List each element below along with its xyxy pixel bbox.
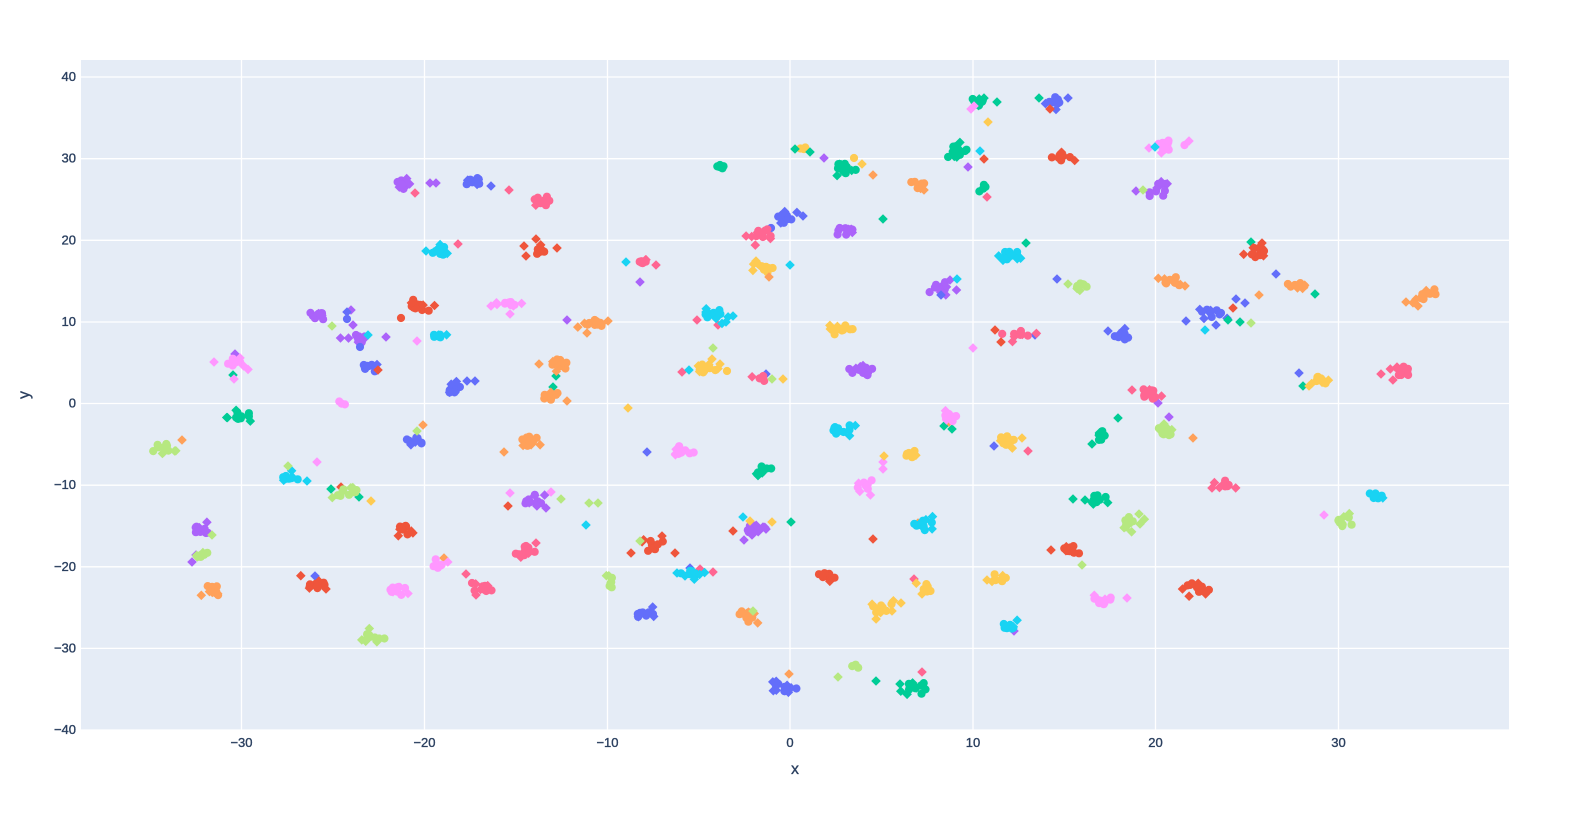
svg-text:40: 40	[62, 69, 76, 84]
svg-text:−20: −20	[54, 559, 76, 574]
svg-text:20: 20	[62, 232, 76, 247]
svg-text:30: 30	[1331, 735, 1345, 750]
svg-text:0: 0	[786, 735, 793, 750]
svg-text:0: 0	[69, 396, 76, 411]
svg-text:20: 20	[1148, 735, 1162, 750]
svg-text:−20: −20	[413, 735, 435, 750]
svg-text:−10: −10	[54, 477, 76, 492]
svg-text:30: 30	[62, 151, 76, 166]
svg-text:−30: −30	[230, 735, 252, 750]
svg-text:−10: −10	[596, 735, 618, 750]
svg-text:10: 10	[966, 735, 980, 750]
svg-text:−40: −40	[54, 722, 76, 737]
svg-text:y: y	[16, 391, 33, 399]
svg-text:10: 10	[62, 314, 76, 329]
svg-text:x: x	[791, 761, 799, 778]
svg-text:−30: −30	[54, 640, 76, 655]
